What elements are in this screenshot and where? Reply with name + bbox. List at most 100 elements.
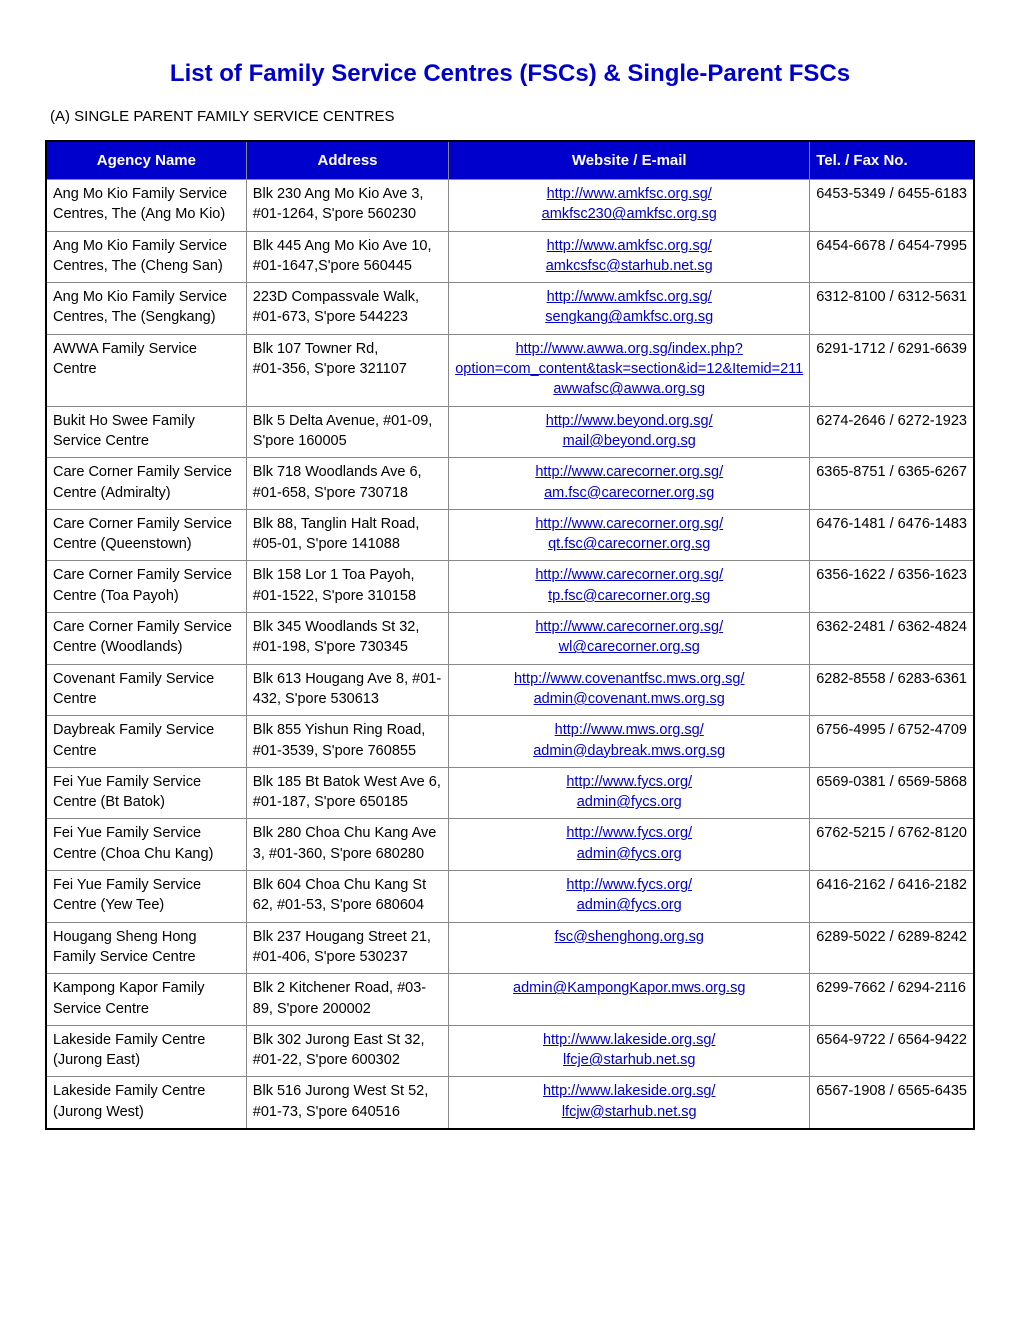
cell-agency: Fei Yue Family Service Centre (Bt Batok) xyxy=(46,767,246,819)
cell-agency: Ang Mo Kio Family Service Centres, The (… xyxy=(46,231,246,283)
web-link[interactable]: admin@KampongKapor.mws.org.sg xyxy=(455,978,803,998)
web-link[interactable]: http://www.lakeside.org.sg/ xyxy=(455,1081,803,1101)
cell-agency: Lakeside Family Centre (Jurong East) xyxy=(46,1025,246,1077)
web-link[interactable]: http://www.awwa.org.sg/index.php?option=… xyxy=(455,339,803,380)
cell-agency: Care Corner Family Service Centre (Queen… xyxy=(46,509,246,561)
cell-tel: 6569-0381 / 6569-5868 xyxy=(810,767,974,819)
web-link[interactable]: amkfsc230@amkfsc.org.sg xyxy=(455,204,803,224)
table-row: Care Corner Family Service Centre (Admir… xyxy=(46,458,974,510)
web-link[interactable]: mail@beyond.org.sg xyxy=(455,431,803,451)
web-link[interactable]: http://www.carecorner.org.sg/ xyxy=(455,617,803,637)
table-row: Fei Yue Family Service Centre (Yew Tee)B… xyxy=(46,871,974,923)
col-address: Address xyxy=(246,141,448,180)
cell-web: http://www.amkfsc.org.sg/amkfsc230@amkfs… xyxy=(449,180,810,232)
web-link[interactable]: am.fsc@carecorner.org.sg xyxy=(455,483,803,503)
web-link[interactable]: admin@fycs.org xyxy=(455,895,803,915)
web-link[interactable]: awwafsc@awwa.org.sg xyxy=(455,379,803,399)
web-link[interactable]: http://www.amkfsc.org.sg/ xyxy=(455,287,803,307)
cell-tel: 6365-8751 / 6365-6267 xyxy=(810,458,974,510)
table-row: Fei Yue Family Service Centre (Choa Chu … xyxy=(46,819,974,871)
cell-address: Blk 107 Towner Rd, #01-356, S'pore 32110… xyxy=(246,334,448,406)
cell-web: http://www.carecorner.org.sg/am.fsc@care… xyxy=(449,458,810,510)
table-row: Covenant Family Service CentreBlk 613 Ho… xyxy=(46,664,974,716)
cell-agency: Care Corner Family Service Centre (Admir… xyxy=(46,458,246,510)
table-row: Ang Mo Kio Family Service Centres, The (… xyxy=(46,231,974,283)
web-link[interactable]: admin@fycs.org xyxy=(455,844,803,864)
cell-web: admin@KampongKapor.mws.org.sg xyxy=(449,974,810,1026)
cell-web: http://www.lakeside.org.sg/lfcjw@starhub… xyxy=(449,1077,810,1129)
web-link[interactable]: sengkang@amkfsc.org.sg xyxy=(455,307,803,327)
section-heading: (A) SINGLE PARENT FAMILY SERVICE CENTRES xyxy=(50,108,975,125)
cell-address: Blk 718 Woodlands Ave 6, #01-658, S'pore… xyxy=(246,458,448,510)
web-link[interactable]: http://www.amkfsc.org.sg/ xyxy=(455,236,803,256)
table-row: Care Corner Family Service Centre (Toa P… xyxy=(46,561,974,613)
cell-address: 223D Compassvale Walk, #01-673, S'pore 5… xyxy=(246,283,448,335)
table-row: Fei Yue Family Service Centre (Bt Batok)… xyxy=(46,767,974,819)
table-row: Lakeside Family Centre (Jurong West)Blk … xyxy=(46,1077,974,1129)
web-link[interactable]: lfcjw@starhub.net.sg xyxy=(455,1102,803,1122)
cell-address: Blk 185 Bt Batok West Ave 6, #01-187, S'… xyxy=(246,767,448,819)
web-link[interactable]: http://www.carecorner.org.sg/ xyxy=(455,565,803,585)
col-web: Website / E-mail xyxy=(449,141,810,180)
web-link[interactable]: http://www.carecorner.org.sg/ xyxy=(455,462,803,482)
table-row: AWWA Family Service CentreBlk 107 Towner… xyxy=(46,334,974,406)
cell-tel: 6453-5349 / 6455-6183 xyxy=(810,180,974,232)
web-link[interactable]: http://www.mws.org.sg/ xyxy=(455,720,803,740)
cell-web: http://www.fycs.org/admin@fycs.org xyxy=(449,871,810,923)
cell-web: http://www.carecorner.org.sg/qt.fsc@care… xyxy=(449,509,810,561)
cell-tel: 6289-5022 / 6289-8242 xyxy=(810,922,974,974)
web-link[interactable]: http://www.amkfsc.org.sg/ xyxy=(455,184,803,204)
cell-web: http://www.carecorner.org.sg/wl@carecorn… xyxy=(449,613,810,665)
cell-address: Blk 237 Hougang Street 21, #01-406, S'po… xyxy=(246,922,448,974)
web-link[interactable]: http://www.fycs.org/ xyxy=(455,823,803,843)
cell-agency: Fei Yue Family Service Centre (Yew Tee) xyxy=(46,871,246,923)
cell-agency: Daybreak Family Service Centre xyxy=(46,716,246,768)
cell-web: http://www.fycs.org/admin@fycs.org xyxy=(449,819,810,871)
table-row: Care Corner Family Service Centre (Woodl… xyxy=(46,613,974,665)
cell-tel: 6291-1712 / 6291-6639 xyxy=(810,334,974,406)
cell-web: http://www.amkfsc.org.sg/sengkang@amkfsc… xyxy=(449,283,810,335)
cell-address: Blk 604 Choa Chu Kang St 62, #01-53, S'p… xyxy=(246,871,448,923)
cell-agency: Hougang Sheng Hong Family Service Centre xyxy=(46,922,246,974)
web-link[interactable]: fsc@shenghong.org.sg xyxy=(455,927,803,947)
web-link[interactable]: wl@carecorner.org.sg xyxy=(455,637,803,657)
cell-tel: 6282-8558 / 6283-6361 xyxy=(810,664,974,716)
table-row: Ang Mo Kio Family Service Centres, The (… xyxy=(46,180,974,232)
cell-web: http://www.covenantfsc.mws.org.sg/admin@… xyxy=(449,664,810,716)
web-link[interactable]: lfcje@starhub.net.sg xyxy=(455,1050,803,1070)
cell-address: Blk 2 Kitchener Road, #03-89, S'pore 200… xyxy=(246,974,448,1026)
web-link[interactable]: http://www.covenantfsc.mws.org.sg/ xyxy=(455,669,803,689)
cell-tel: 6362-2481 / 6362-4824 xyxy=(810,613,974,665)
cell-web: http://www.beyond.org.sg/mail@beyond.org… xyxy=(449,406,810,458)
web-link[interactable]: http://www.carecorner.org.sg/ xyxy=(455,514,803,534)
cell-tel: 6567-1908 / 6565-6435 xyxy=(810,1077,974,1129)
cell-tel: 6312-8100 / 6312-5631 xyxy=(810,283,974,335)
cell-web: http://www.awwa.org.sg/index.php?option=… xyxy=(449,334,810,406)
table-row: Bukit Ho Swee Family Service CentreBlk 5… xyxy=(46,406,974,458)
web-link[interactable]: qt.fsc@carecorner.org.sg xyxy=(455,534,803,554)
web-link[interactable]: admin@daybreak.mws.org.sg xyxy=(455,741,803,761)
table-row: Ang Mo Kio Family Service Centres, The (… xyxy=(46,283,974,335)
cell-address: Blk 516 Jurong West St 52, #01-73, S'por… xyxy=(246,1077,448,1129)
col-tel: Tel. / Fax No. xyxy=(810,141,974,180)
cell-web: http://www.mws.org.sg/admin@daybreak.mws… xyxy=(449,716,810,768)
table-row: Lakeside Family Centre (Jurong East)Blk … xyxy=(46,1025,974,1077)
cell-agency: Covenant Family Service Centre xyxy=(46,664,246,716)
web-link[interactable]: admin@fycs.org xyxy=(455,792,803,812)
web-link[interactable]: http://www.lakeside.org.sg/ xyxy=(455,1030,803,1050)
web-link[interactable]: http://www.fycs.org/ xyxy=(455,772,803,792)
cell-tel: 6756-4995 / 6752-4709 xyxy=(810,716,974,768)
cell-address: Blk 5 Delta Avenue, #01-09, S'pore 16000… xyxy=(246,406,448,458)
web-link[interactable]: http://www.beyond.org.sg/ xyxy=(455,411,803,431)
web-link[interactable]: tp.fsc@carecorner.org.sg xyxy=(455,586,803,606)
web-link[interactable]: amkcsfsc@starhub.net.sg xyxy=(455,256,803,276)
cell-agency: Ang Mo Kio Family Service Centres, The (… xyxy=(46,180,246,232)
cell-tel: 6564-9722 / 6564-9422 xyxy=(810,1025,974,1077)
cell-address: Blk 613 Hougang Ave 8, #01-432, S'pore 5… xyxy=(246,664,448,716)
web-link[interactable]: admin@covenant.mws.org.sg xyxy=(455,689,803,709)
cell-agency: Fei Yue Family Service Centre (Choa Chu … xyxy=(46,819,246,871)
cell-tel: 6299-7662 / 6294-2116 xyxy=(810,974,974,1026)
web-link[interactable]: http://www.fycs.org/ xyxy=(455,875,803,895)
cell-address: Blk 302 Jurong East St 32, #01-22, S'por… xyxy=(246,1025,448,1077)
cell-tel: 6274-2646 / 6272-1923 xyxy=(810,406,974,458)
